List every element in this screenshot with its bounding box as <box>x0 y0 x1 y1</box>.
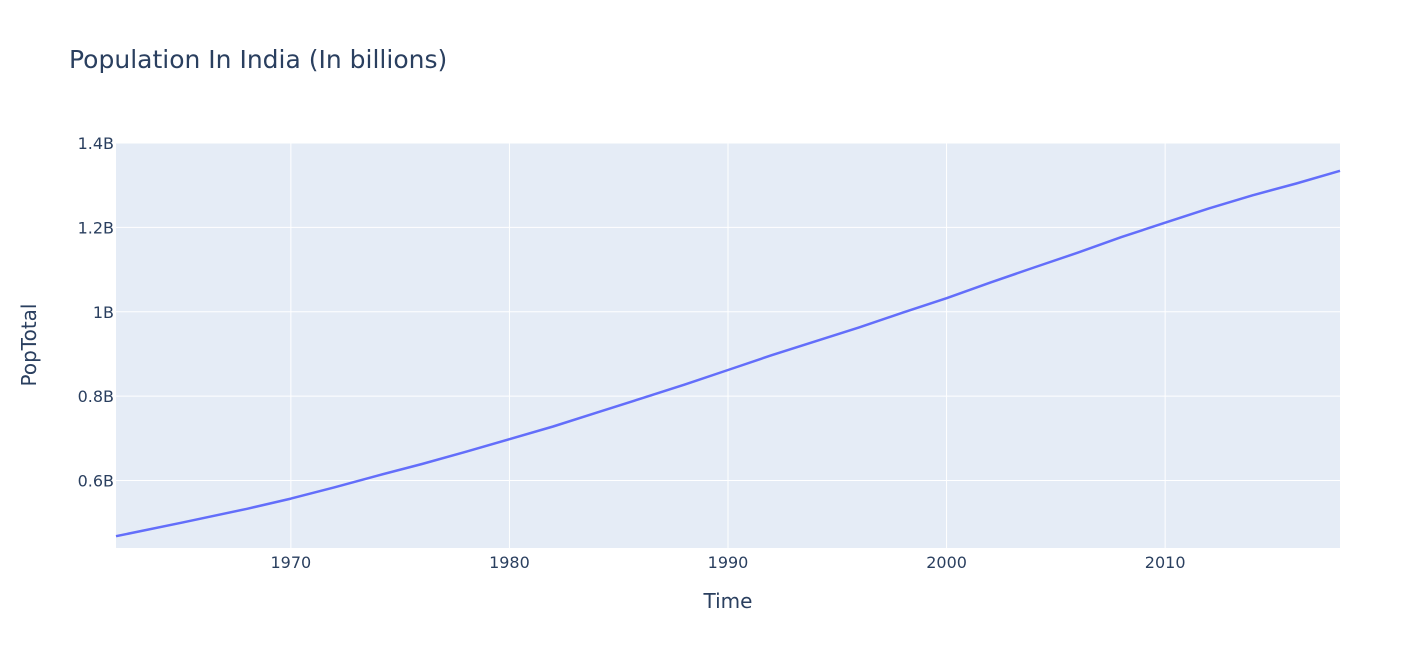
data-point <box>1165 222 1166 223</box>
data-point <box>1340 170 1341 171</box>
data-point <box>1077 252 1078 253</box>
x-axis-title: Time <box>703 589 753 613</box>
data-point <box>859 327 860 328</box>
data-point <box>902 312 903 313</box>
series-layer <box>115 169 1341 538</box>
data-point <box>1034 267 1035 268</box>
y-axis-title: PopTotal <box>17 304 41 387</box>
data-point <box>247 508 248 509</box>
data-point <box>990 282 991 283</box>
y-tick-label: 1.4B <box>78 134 114 153</box>
data-point <box>116 536 117 537</box>
chart-title: Population In India (In billions) <box>69 45 447 74</box>
data-point <box>422 464 423 465</box>
data-point <box>728 370 729 371</box>
data-point <box>1121 237 1122 238</box>
ticks-layer: 1970 1980 1990 2000 2010 0.6B 0.8B 1B 1.2B 1.4B <box>78 134 1186 572</box>
data-point <box>181 522 182 523</box>
y-tick-label: 0.6B <box>78 472 114 491</box>
data-point <box>1208 208 1209 209</box>
x-tick-label: 1970 <box>270 553 311 572</box>
data-point <box>1296 183 1297 184</box>
y-tick-label: 1B <box>93 303 114 322</box>
data-point <box>815 341 816 342</box>
data-point <box>378 475 379 476</box>
data-point <box>465 451 466 452</box>
x-tick-label: 1980 <box>489 553 530 572</box>
data-point <box>946 298 947 299</box>
data-point <box>596 412 597 413</box>
y-tick-label: 0.8B <box>78 387 114 406</box>
data-point <box>334 487 335 488</box>
data-point <box>553 426 554 427</box>
grid-layer <box>116 142 1340 548</box>
data-point <box>684 384 685 385</box>
data-point <box>640 398 641 399</box>
y-tick-label: 1.2B <box>78 218 114 237</box>
data-point <box>771 355 772 356</box>
x-tick-label: 2000 <box>926 553 967 572</box>
x-tick-label: 1990 <box>708 553 749 572</box>
series-line <box>115 169 1341 538</box>
x-tick-label: 2010 <box>1145 553 1186 572</box>
data-point <box>1252 195 1253 196</box>
data-point <box>290 498 291 499</box>
data-point <box>509 439 510 440</box>
